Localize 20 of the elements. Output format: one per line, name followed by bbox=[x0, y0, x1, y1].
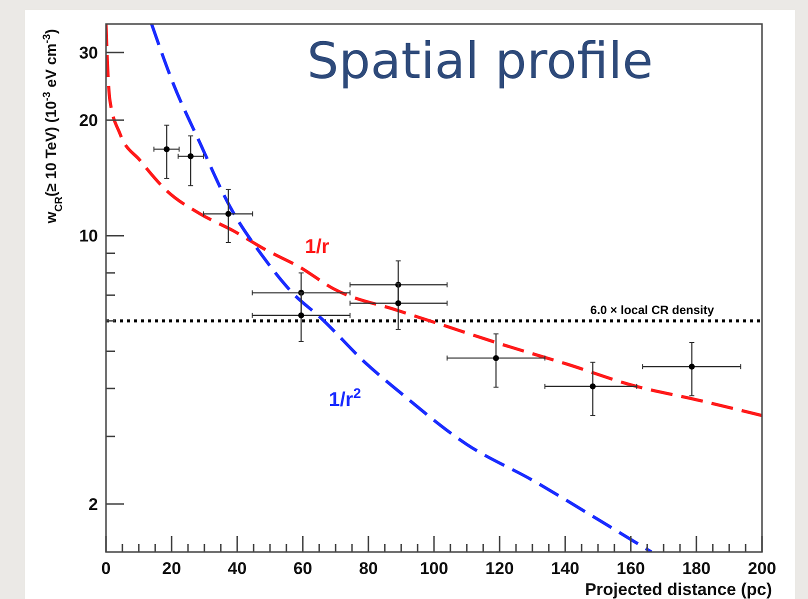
y-tick-label: 10 bbox=[79, 226, 98, 246]
x-tick-label: 20 bbox=[162, 559, 182, 578]
x-axis-title: Projected distance (pc) bbox=[584, 580, 772, 599]
x-tick-label: 120 bbox=[485, 559, 514, 578]
ref-line-label: 6.0 × local CR density bbox=[590, 302, 714, 317]
series-label: 1/r$^{2}$ bbox=[328, 385, 362, 412]
y-tick-label: 2 bbox=[88, 495, 98, 514]
chart-title: Spatial profile bbox=[307, 32, 653, 90]
x-tick-label: 140 bbox=[551, 559, 580, 578]
y-tick-label: 20 bbox=[79, 111, 98, 130]
x-tick-label: 80 bbox=[358, 559, 378, 578]
x-tick-label: 60 bbox=[293, 559, 312, 578]
series-label: 1/r bbox=[304, 236, 330, 258]
x-tick-label: 180 bbox=[682, 559, 711, 578]
x-tick-label: 40 bbox=[228, 559, 247, 578]
x-tick-label: 100 bbox=[420, 559, 448, 578]
x-tick-label: 160 bbox=[616, 559, 645, 578]
x-tick-label: 0 bbox=[101, 559, 111, 578]
y-tick-label: 30 bbox=[79, 44, 98, 63]
x-tick-label: 200 bbox=[748, 559, 776, 578]
